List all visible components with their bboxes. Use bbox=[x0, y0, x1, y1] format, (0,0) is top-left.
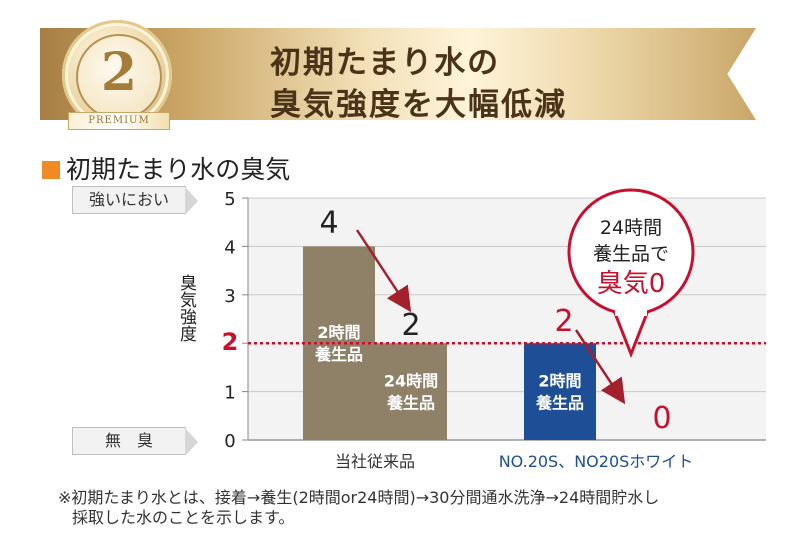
premium-number: 2 bbox=[100, 42, 138, 103]
y-tick-label: 1 bbox=[224, 383, 235, 404]
bar-label: 2時間 bbox=[538, 372, 581, 391]
bar-label: 養生品 bbox=[386, 394, 435, 413]
value-label: 0 bbox=[652, 401, 671, 436]
section-title: 初期たまり水の臭気 bbox=[42, 150, 290, 186]
banner-title: 初期たまり水の 臭気強度を大幅低減 bbox=[270, 42, 567, 126]
bar-label: 養生品 bbox=[535, 394, 584, 413]
footnote-line2: 採取した水のことを示します。 bbox=[72, 508, 295, 527]
bar-label: 養生品 bbox=[314, 345, 363, 364]
value-label: 2 bbox=[401, 308, 420, 343]
y-axis-title-text: 臭気強度 bbox=[176, 274, 196, 342]
premium-badge: PREMIUM bbox=[68, 112, 170, 130]
bar-label: 2時間 bbox=[317, 323, 360, 342]
section-title-text: 初期たまり水の臭気 bbox=[66, 155, 291, 184]
no-odor-label: 無 臭 bbox=[72, 427, 198, 456]
y-tick-label: 0 bbox=[224, 431, 235, 452]
callout-line1: 24時間 bbox=[600, 217, 662, 239]
footnote: ※初期たまり水とは、接着→養生(2時間or24時間)→30分間通水洗浄→24時間… bbox=[58, 488, 659, 528]
value-label: 4 bbox=[319, 205, 338, 240]
category-label: NO.20S、NO20Sホワイト bbox=[499, 452, 694, 471]
value-label: 2 bbox=[554, 304, 573, 339]
trend-arrow bbox=[355, 229, 412, 313]
bar-label: 24時間 bbox=[384, 372, 438, 391]
footnote-line1: ※初期たまり水とは、接着→養生(2時間or24時間)→30分間通水洗浄→24時間… bbox=[58, 488, 660, 507]
trend-arrow bbox=[574, 329, 626, 405]
bar bbox=[375, 343, 447, 440]
banner-title-line2: 臭気強度を大幅低減 bbox=[270, 87, 567, 123]
y-tick-label: 3 bbox=[224, 286, 235, 307]
banner: 2 PREMIUM 初期たまり水の 臭気強度を大幅低減 bbox=[40, 20, 756, 132]
orange-square-icon bbox=[42, 161, 60, 179]
banner-title-line1: 初期たまり水の bbox=[270, 45, 501, 81]
y-tick-label: 4 bbox=[224, 237, 235, 258]
y-tick-label: 5 bbox=[224, 189, 235, 210]
y-tick-label: 2 bbox=[222, 328, 239, 356]
category-label: 当社従来品 bbox=[335, 452, 415, 471]
bar bbox=[524, 343, 596, 440]
callout-line3: 臭気0 bbox=[597, 269, 666, 299]
strong-odor-label: 強いにおい bbox=[72, 186, 198, 215]
premium-medal-icon: 2 bbox=[62, 20, 172, 130]
callout-line2: 養生品で bbox=[593, 243, 669, 265]
callout-joint bbox=[615, 306, 647, 316]
y-axis-title: 臭気強度 bbox=[174, 274, 198, 342]
